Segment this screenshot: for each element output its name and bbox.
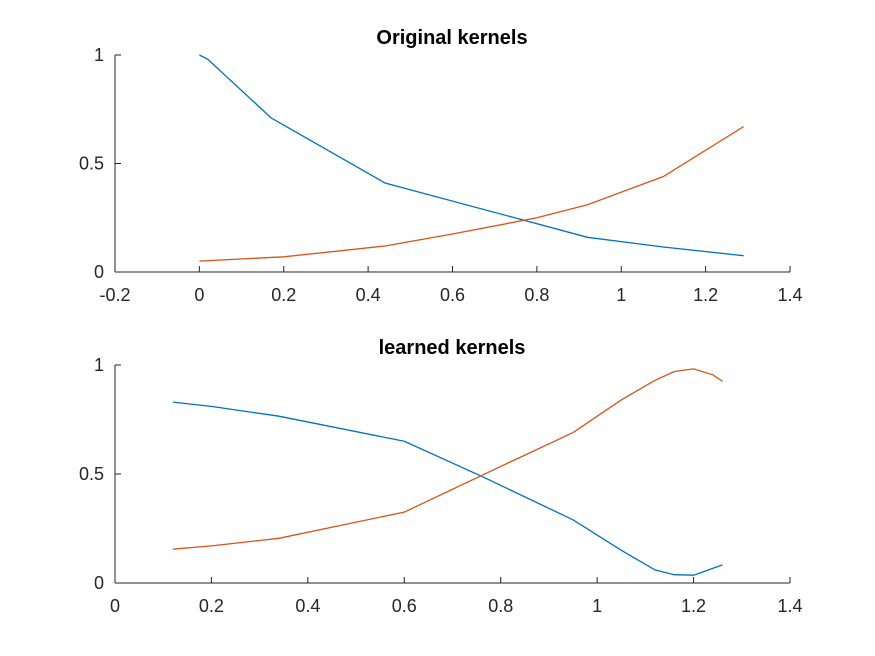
x-tick-label: 0.2 <box>199 596 224 616</box>
chart-title: learned kernels <box>379 337 526 359</box>
x-tick-label: 1.2 <box>681 596 706 616</box>
x-tick-label: 1.4 <box>777 596 802 616</box>
x-tick-label: 0.6 <box>392 596 417 616</box>
series-line-2 <box>172 368 723 550</box>
x-tick-label: 0.2 <box>271 285 296 305</box>
y-tick-label: 0.5 <box>79 464 104 484</box>
x-tick-label: 1 <box>616 285 626 305</box>
series-line-1 <box>199 54 744 257</box>
x-tick-label: 0 <box>194 285 204 305</box>
x-tick-label: 0 <box>110 596 120 616</box>
y-tick-label: 0 <box>94 573 104 593</box>
plot-original-kernels: Original kernels -0.2 0 0.2 0.4 0.6 0.8 1 1.2 1.… <box>79 27 803 305</box>
x-tick-label: 1.4 <box>777 285 802 305</box>
x-tick-label: 0.8 <box>524 285 549 305</box>
y-tick-label: 1 <box>94 355 104 375</box>
series-line-2 <box>199 126 744 262</box>
x-tick-label: 0.6 <box>440 285 465 305</box>
x-tick-label: 0.8 <box>488 596 513 616</box>
y-tick-label: 0 <box>94 262 104 282</box>
y-tick-label: 1 <box>94 45 104 65</box>
y-tick-label: 0.5 <box>79 154 104 174</box>
x-tick-label: -0.2 <box>99 285 130 305</box>
x-tick-label: 1.2 <box>693 285 718 305</box>
x-tick-label: 1 <box>592 596 602 616</box>
series-line-1 <box>172 401 723 576</box>
x-tick-label: 0.4 <box>295 596 320 616</box>
x-tick-label: 0.4 <box>356 285 381 305</box>
chart-title: Original kernels <box>376 27 527 49</box>
plot-learned-kernels: learned kernels 0 0.2 0.4 0.6 0.8 1 1.2 1.4 0 0.5… <box>79 337 803 616</box>
